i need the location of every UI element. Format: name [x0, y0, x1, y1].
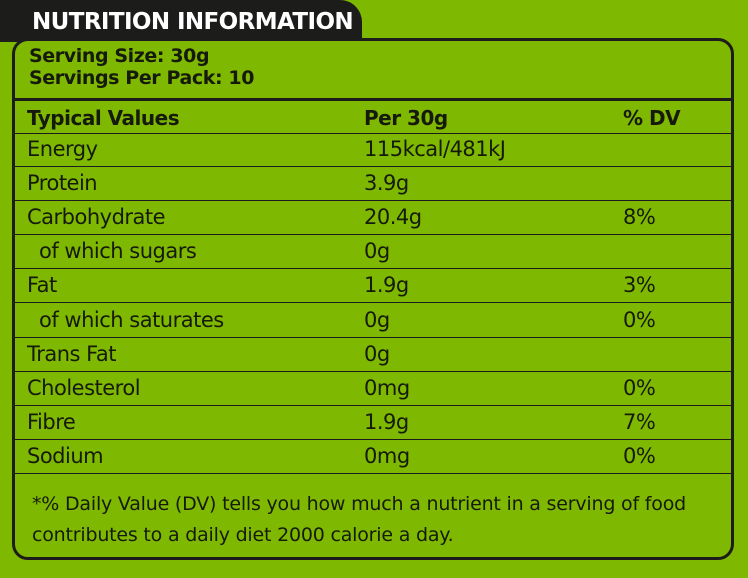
- table-row-energy: Energy 115kcal/481kJ: [15, 134, 731, 167]
- row-name: of which saturates: [39, 308, 224, 332]
- footnote-line-1: *% Daily Value (DV) tells you how much a…: [32, 493, 686, 515]
- row-daily-value: 0%: [623, 376, 656, 400]
- header-daily-value: % DV: [623, 106, 681, 130]
- table-row-trans-fat: Trans Fat 0g: [15, 339, 731, 372]
- row-name: Fibre: [27, 410, 76, 434]
- row-per-serving: 0mg: [364, 444, 410, 468]
- header-per-serving: Per 30g: [364, 106, 448, 130]
- row-per-serving: 0g: [364, 308, 390, 332]
- header-divider: [15, 98, 731, 101]
- row-per-serving: 20.4g: [364, 205, 422, 229]
- row-per-serving: 3.9g: [364, 171, 409, 195]
- row-name: Fat: [27, 273, 57, 297]
- row-name: of which sugars: [39, 239, 197, 263]
- table-row-carbohydrate: Carbohydrate 20.4g 8%: [15, 202, 731, 235]
- label-title: NUTRITION INFORMATION: [32, 9, 354, 35]
- nutrition-panel: Serving Size: 30g Servings Per Pack: 10 …: [12, 38, 734, 560]
- row-daily-value: 7%: [623, 410, 656, 434]
- serving-size: Serving Size: 30g: [29, 45, 210, 67]
- footnote-line-2: contributes to a daily diet 2000 calorie…: [32, 524, 454, 546]
- servings-per-pack: Servings Per Pack: 10: [29, 67, 255, 89]
- table-row-sugars: of which sugars 0g: [15, 236, 731, 269]
- table-row-protein: Protein 3.9g: [15, 168, 731, 201]
- row-per-serving: 115kcal/481kJ: [364, 137, 506, 161]
- title-tab: NUTRITION INFORMATION: [0, 0, 362, 42]
- table-row-saturates: of which saturates 0g 0%: [15, 305, 731, 338]
- row-daily-value: 0%: [623, 444, 656, 468]
- table-header-row: Typical Values Per 30g % DV: [15, 101, 731, 134]
- header-typical-values: Typical Values: [27, 106, 180, 130]
- row-name: Carbohydrate: [27, 205, 166, 229]
- row-name: Trans Fat: [27, 342, 116, 366]
- row-per-serving: 1.9g: [364, 273, 409, 297]
- row-daily-value: 3%: [623, 273, 656, 297]
- row-per-serving: 0g: [364, 342, 390, 366]
- row-per-serving: 1.9g: [364, 410, 409, 434]
- row-per-serving: 0g: [364, 239, 390, 263]
- row-per-serving: 0mg: [364, 376, 410, 400]
- table-row-sodium: Sodium 0mg 0%: [15, 441, 731, 474]
- row-name: Sodium: [27, 444, 104, 468]
- row-daily-value: 8%: [623, 205, 656, 229]
- daily-value-footnote: *% Daily Value (DV) tells you how much a…: [32, 489, 722, 551]
- row-daily-value: 0%: [623, 308, 656, 332]
- table-row-fat: Fat 1.9g 3%: [15, 270, 731, 303]
- row-name: Cholesterol: [27, 376, 141, 400]
- row-name: Protein: [27, 171, 98, 195]
- table-row-cholesterol: Cholesterol 0mg 0%: [15, 373, 731, 406]
- table-row-fibre: Fibre 1.9g 7%: [15, 407, 731, 440]
- row-name: Energy: [27, 137, 98, 161]
